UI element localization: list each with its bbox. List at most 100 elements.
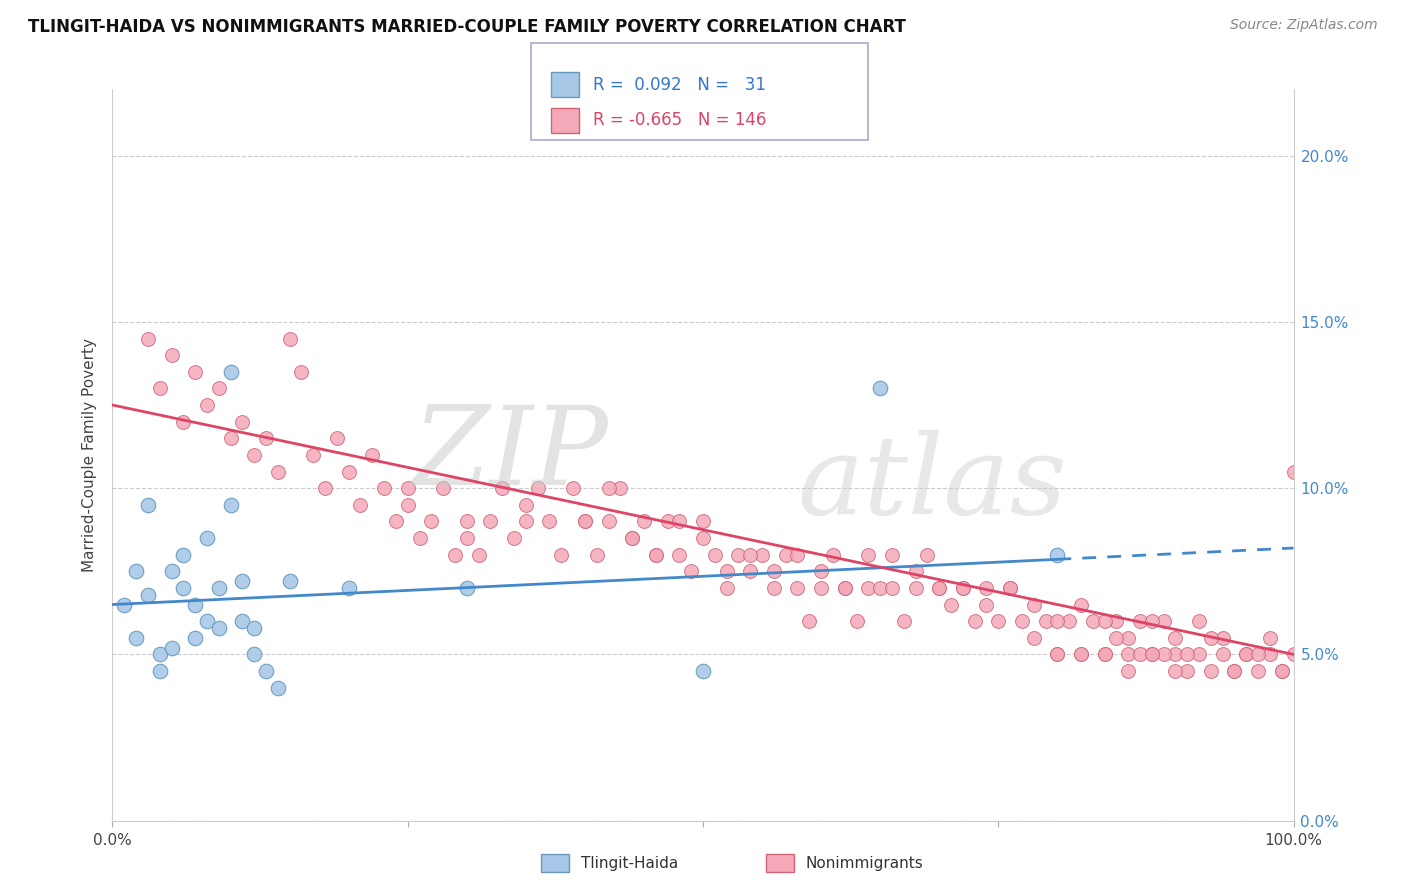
Point <box>1129 614 1152 628</box>
Point <box>952 581 974 595</box>
Point <box>1070 648 1092 662</box>
Point <box>444 548 467 562</box>
Point <box>692 531 714 545</box>
Point <box>1164 631 1187 645</box>
Point <box>1282 465 1305 479</box>
Point <box>928 581 950 595</box>
Point <box>1070 598 1092 612</box>
Point <box>112 598 135 612</box>
Point <box>598 515 620 529</box>
Point <box>1234 648 1257 662</box>
Point <box>396 498 419 512</box>
Point <box>515 515 537 529</box>
Point <box>657 515 679 529</box>
Point <box>621 531 644 545</box>
Point <box>1094 614 1116 628</box>
Point <box>1046 648 1069 662</box>
Text: ZIP: ZIP <box>412 401 609 508</box>
Point <box>633 515 655 529</box>
Point <box>1105 614 1128 628</box>
Point <box>149 664 172 678</box>
Point <box>821 548 844 562</box>
Point <box>987 614 1010 628</box>
Point <box>408 531 430 545</box>
Point <box>396 481 419 495</box>
Text: Source: ZipAtlas.com: Source: ZipAtlas.com <box>1230 18 1378 32</box>
Point <box>609 481 631 495</box>
Point <box>1081 614 1104 628</box>
Point <box>420 515 443 529</box>
Point <box>1282 648 1305 662</box>
Point <box>716 581 738 595</box>
Text: Tlingit-Haida: Tlingit-Haida <box>581 856 678 871</box>
Point <box>456 531 478 545</box>
Point <box>585 548 607 562</box>
Point <box>917 548 939 562</box>
Point <box>810 564 832 578</box>
Point <box>432 481 454 495</box>
Point <box>976 598 998 612</box>
Point <box>1271 664 1294 678</box>
Point <box>1212 648 1234 662</box>
Point <box>125 564 148 578</box>
Point <box>538 515 561 529</box>
Point <box>1247 664 1270 678</box>
Point <box>136 498 159 512</box>
Point <box>136 332 159 346</box>
Point <box>231 614 253 628</box>
Point <box>976 581 998 595</box>
Point <box>172 548 194 562</box>
Point <box>1140 648 1163 662</box>
Point <box>184 365 207 379</box>
Point <box>1234 648 1257 662</box>
Point <box>1011 614 1033 628</box>
Point <box>160 640 183 655</box>
Point <box>1070 648 1092 662</box>
Point <box>1022 631 1045 645</box>
Point <box>1199 631 1222 645</box>
Point <box>562 481 585 495</box>
Point <box>598 481 620 495</box>
Point <box>727 548 749 562</box>
Point <box>208 581 231 595</box>
Text: R = -0.665   N = 146: R = -0.665 N = 146 <box>593 112 766 129</box>
Point <box>644 548 666 562</box>
Point <box>267 465 290 479</box>
Point <box>243 648 266 662</box>
Point <box>904 564 927 578</box>
Point <box>491 481 513 495</box>
Point <box>692 515 714 529</box>
Point <box>1140 648 1163 662</box>
Point <box>1046 648 1069 662</box>
Point <box>1223 664 1246 678</box>
Point <box>1129 648 1152 662</box>
Point <box>243 621 266 635</box>
Point <box>762 581 785 595</box>
Point <box>1046 548 1069 562</box>
Point <box>1046 614 1069 628</box>
Point <box>254 431 277 445</box>
Point <box>136 588 159 602</box>
Point <box>467 548 489 562</box>
Text: atlas: atlas <box>797 431 1067 538</box>
Point <box>1094 648 1116 662</box>
Point <box>1116 648 1139 662</box>
Point <box>231 415 253 429</box>
Point <box>834 581 856 595</box>
Point <box>195 531 218 545</box>
Point <box>349 498 371 512</box>
Point <box>574 515 596 529</box>
Point <box>998 581 1021 595</box>
Point <box>550 548 572 562</box>
Point <box>373 481 395 495</box>
Point <box>939 598 962 612</box>
Point <box>267 681 290 695</box>
Point <box>184 598 207 612</box>
Point <box>703 548 725 562</box>
Point <box>302 448 325 462</box>
Point <box>278 574 301 589</box>
Point <box>1223 664 1246 678</box>
Point <box>515 498 537 512</box>
Point <box>740 564 762 578</box>
Point <box>998 581 1021 595</box>
